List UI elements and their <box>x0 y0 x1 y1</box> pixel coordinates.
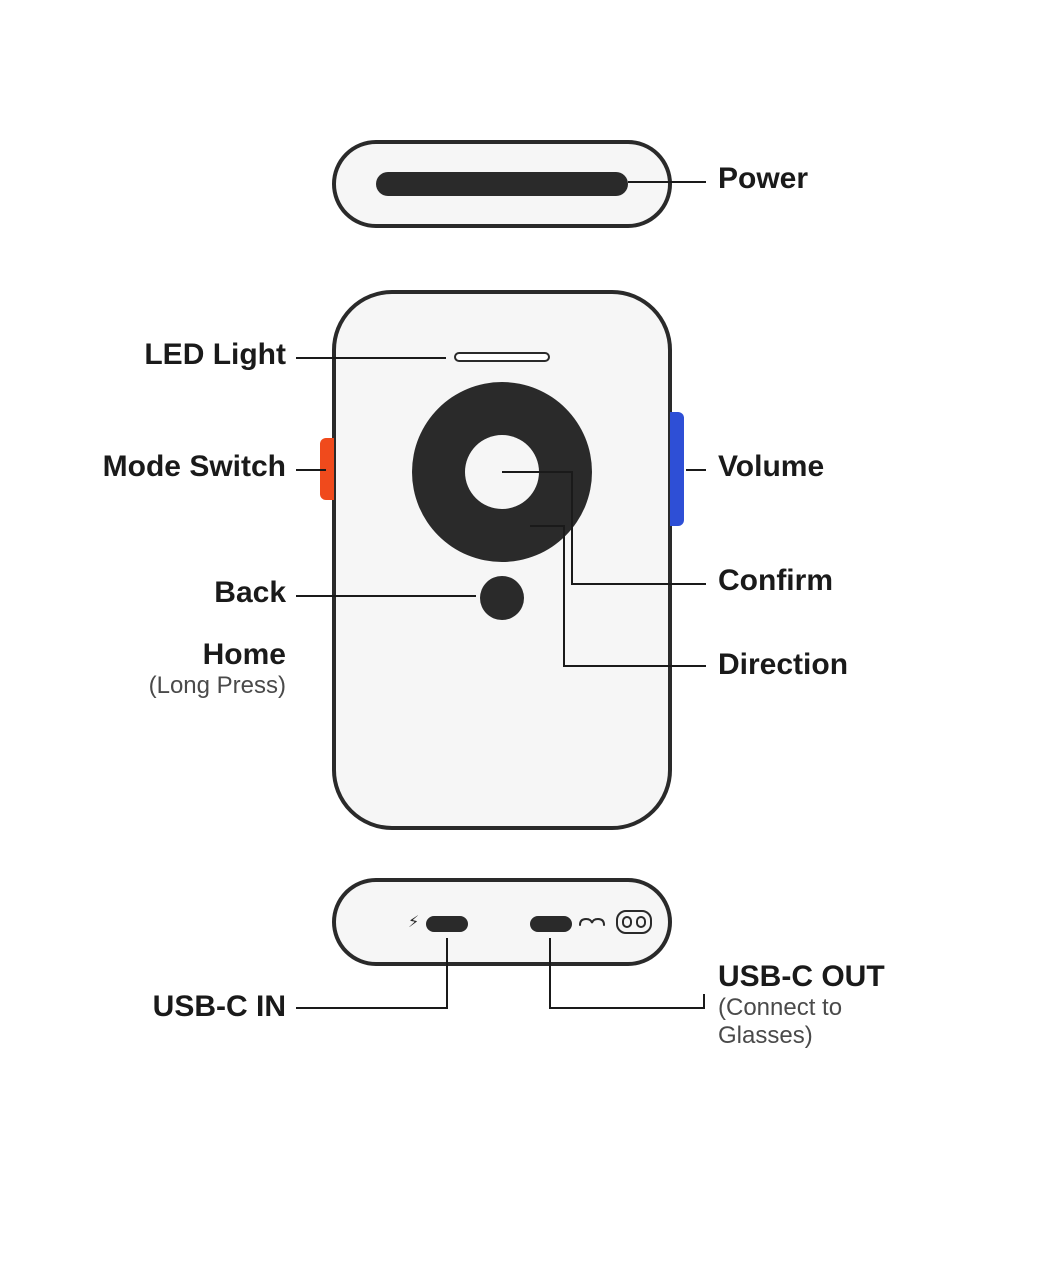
label-confirm: Confirm <box>718 564 833 598</box>
label-home-sub: (Long Press) <box>149 672 286 700</box>
power-button-slot <box>376 172 628 196</box>
device-diagram: ⚡︎ Power LED Light Mode Switch Back Home… <box>0 0 1064 1280</box>
glasses-icon <box>578 917 606 931</box>
label-usb-c-out-text: USB-C OUT <box>718 960 885 993</box>
mode-switch-button <box>320 438 334 500</box>
label-mode-switch: Mode Switch <box>103 450 286 484</box>
label-usb-c-in: USB-C IN <box>153 990 286 1024</box>
label-power: Power <box>718 162 808 196</box>
label-usb-c-out-sub: (Connect to Glasses) <box>718 994 918 1050</box>
label-direction: Direction <box>718 648 848 682</box>
label-home: Home (Long Press) <box>149 638 286 700</box>
usb-c-out-port <box>530 916 572 932</box>
label-volume: Volume <box>718 450 824 484</box>
lightning-icon: ⚡︎ <box>408 912 419 932</box>
confirm-button <box>465 435 539 509</box>
label-led-light: LED Light <box>144 338 286 372</box>
led-light <box>454 352 550 362</box>
lanyard-hole-icon <box>616 910 652 934</box>
volume-button <box>670 412 684 526</box>
usb-c-in-port <box>426 916 468 932</box>
back-button <box>480 576 524 620</box>
label-home-text: Home <box>203 638 286 671</box>
label-usb-c-out: USB-C OUT (Connect to Glasses) <box>718 960 918 1050</box>
label-back: Back <box>214 576 286 610</box>
